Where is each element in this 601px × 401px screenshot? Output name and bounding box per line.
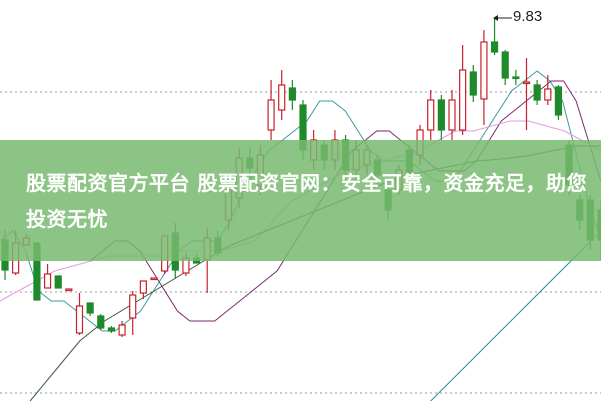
candle-body — [150, 277, 158, 281]
candle-body — [97, 315, 105, 329]
candle-body — [75, 305, 84, 334]
candle-body — [65, 288, 73, 292]
candle-body — [490, 41, 499, 53]
candle-body — [267, 99, 275, 131]
candle-body — [139, 280, 147, 294]
candle-body — [86, 302, 94, 314]
candle-body — [107, 327, 116, 332]
ma60-line — [429, 230, 601, 401]
candle-body — [278, 84, 286, 111]
candle-body — [459, 69, 467, 131]
candle-body — [533, 84, 541, 101]
candle-body — [437, 99, 445, 131]
candle-body — [480, 41, 488, 100]
banner-title: 股票配资官方平台 股票配资官网：安全可靠，资金充足，助您投资无忧 — [26, 170, 587, 231]
candle-body — [522, 81, 531, 85]
candle-body — [427, 99, 435, 131]
candle-body — [118, 324, 126, 336]
candle-body — [129, 294, 137, 319]
candle-body — [54, 275, 62, 289]
candle-body — [288, 87, 296, 101]
candle-body — [512, 76, 520, 80]
title-banner: 股票配资官方平台 股票配资官网：安全可靠，资金充足，助您投资无忧 — [0, 140, 601, 261]
candle-body — [43, 273, 52, 289]
candle-body — [554, 86, 563, 116]
candle-body — [448, 99, 456, 131]
candle-body — [501, 51, 509, 79]
candle-body — [544, 88, 552, 101]
candle-body — [469, 71, 477, 96]
high-marker-arrow-icon — [493, 15, 498, 21]
high-price-label: 9.83 — [513, 8, 543, 25]
